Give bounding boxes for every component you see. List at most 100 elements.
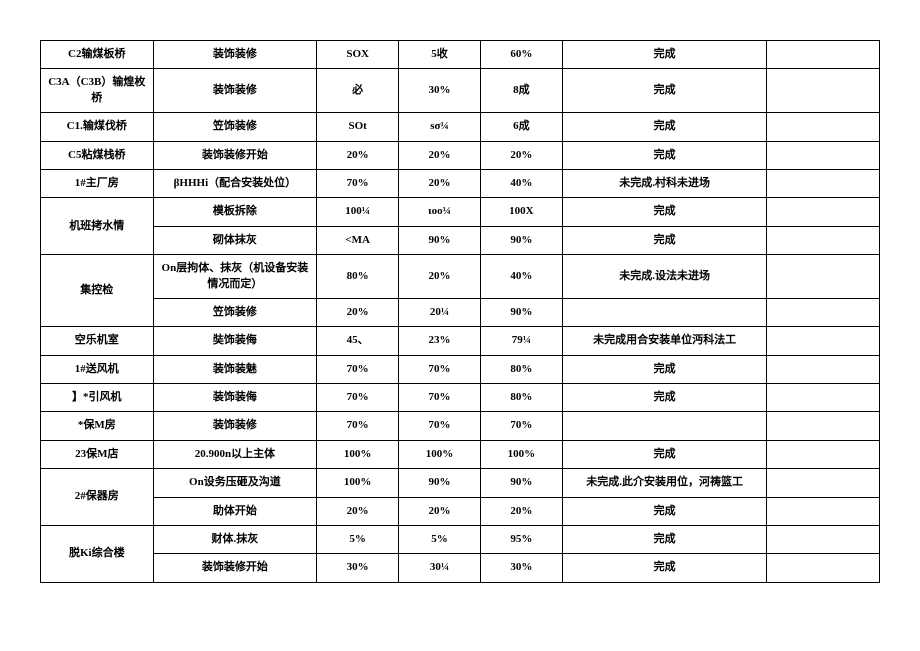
- table-row: 助体开始20%20%20%完成: [41, 497, 880, 525]
- cell-c4: 60%: [480, 41, 562, 69]
- cell-c3: 30%: [399, 69, 481, 113]
- cell-c4: 80%: [480, 384, 562, 412]
- table-row: 】*引风机装饰装侮70%70%80%完成: [41, 384, 880, 412]
- cell-c2: 45、: [317, 327, 399, 355]
- cell-c4: 100X: [480, 198, 562, 226]
- cell-c5: 未完成.村科未进场: [562, 169, 767, 197]
- cell-c1: 财体.抹灰: [153, 526, 317, 554]
- cell-c3: 20%: [399, 141, 481, 169]
- construction-progress-table: C2输煤板桥装饰装修SOX5收60%完成C3A（C3B）输煌枚桥装饰装修必30%…: [40, 40, 880, 583]
- cell-c5: 完成: [562, 141, 767, 169]
- cell-item: 空乐机室: [41, 327, 154, 355]
- cell-c6: [767, 255, 880, 299]
- cell-c2: SOX: [317, 41, 399, 69]
- cell-c4: 70%: [480, 412, 562, 440]
- cell-c4: 100%: [480, 440, 562, 468]
- cell-c2: 30%: [317, 554, 399, 582]
- cell-c6: [767, 355, 880, 383]
- cell-c3: 30¼: [399, 554, 481, 582]
- cell-c6: [767, 69, 880, 113]
- cell-c5: 完成: [562, 355, 767, 383]
- cell-c6: [767, 440, 880, 468]
- cell-item: C2输煤板桥: [41, 41, 154, 69]
- table-row: 机班拷水情模板拆除100¼ιoo¼100X完成: [41, 198, 880, 226]
- cell-c5: 完成: [562, 384, 767, 412]
- cell-c1: 装饰装修: [153, 69, 317, 113]
- cell-c5: 未完成用合安装单位沔科法工: [562, 327, 767, 355]
- cell-item: 】*引风机: [41, 384, 154, 412]
- cell-c6: [767, 384, 880, 412]
- cell-c6: [767, 469, 880, 497]
- cell-c4: 95%: [480, 526, 562, 554]
- table-row: C3A（C3B）输煌枚桥装饰装修必30%8成完成: [41, 69, 880, 113]
- table-row: 集控检On层拘体、抹灰（机设备安装情况而定）80%20%40%未完成.设法未进场: [41, 255, 880, 299]
- cell-item: 1#主厂房: [41, 169, 154, 197]
- cell-c3: ιoo¼: [399, 198, 481, 226]
- table-row: 笠饰装修20%20¼90%: [41, 298, 880, 326]
- cell-c3: 5收: [399, 41, 481, 69]
- table-row: 装饰装修开始30%30¼30%完成: [41, 554, 880, 582]
- table-row: *保M房装饰装修70%70%70%: [41, 412, 880, 440]
- cell-item: 集控检: [41, 255, 154, 327]
- cell-c5: 完成: [562, 497, 767, 525]
- cell-c2: 80%: [317, 255, 399, 299]
- cell-c3: 70%: [399, 355, 481, 383]
- cell-item: 23保M店: [41, 440, 154, 468]
- cell-c1: 装饰装修: [153, 412, 317, 440]
- cell-item: 1#送风机: [41, 355, 154, 383]
- cell-c6: [767, 327, 880, 355]
- cell-c5: 完成: [562, 113, 767, 141]
- cell-c2: 5%: [317, 526, 399, 554]
- cell-c4: 20%: [480, 141, 562, 169]
- cell-item: C1.输煤伐桥: [41, 113, 154, 141]
- cell-c1: 装饰装魅: [153, 355, 317, 383]
- cell-c1: 助体开始: [153, 497, 317, 525]
- cell-c3: 20%: [399, 497, 481, 525]
- cell-c6: [767, 526, 880, 554]
- cell-c6: [767, 226, 880, 254]
- cell-c6: [767, 41, 880, 69]
- cell-c6: [767, 554, 880, 582]
- cell-c6: [767, 198, 880, 226]
- cell-c3: 100%: [399, 440, 481, 468]
- cell-c5: 完成: [562, 41, 767, 69]
- cell-c3: 70%: [399, 412, 481, 440]
- cell-c2: 100%: [317, 469, 399, 497]
- cell-item: 机班拷水情: [41, 198, 154, 255]
- cell-c5: [562, 298, 767, 326]
- table-row: 1#送风机装饰装魅70%70%80%完成: [41, 355, 880, 383]
- cell-c1: 装饰装侮: [153, 384, 317, 412]
- table-row: 空乐机室奘饰装侮45、23%79¼未完成用合安装单位沔科法工: [41, 327, 880, 355]
- table-row: 23保M店20.900n以上主体100%100%100%完成: [41, 440, 880, 468]
- cell-c6: [767, 141, 880, 169]
- cell-c2: 100¼: [317, 198, 399, 226]
- cell-c3: 70%: [399, 384, 481, 412]
- cell-c1: 装饰装修开始: [153, 554, 317, 582]
- cell-item: 脱Ki综合楼: [41, 526, 154, 583]
- cell-c2: 70%: [317, 355, 399, 383]
- cell-c6: [767, 298, 880, 326]
- cell-c3: 5%: [399, 526, 481, 554]
- cell-c2: <MA: [317, 226, 399, 254]
- cell-c1: 装饰装修: [153, 41, 317, 69]
- table-row: C5粘煤栈桥装饰装修开始20%20%20%完成: [41, 141, 880, 169]
- cell-c4: 80%: [480, 355, 562, 383]
- cell-c4: 30%: [480, 554, 562, 582]
- cell-c4: 90%: [480, 226, 562, 254]
- table-row: 砌体抹灰<MA90%90%完成: [41, 226, 880, 254]
- cell-c5: 完成: [562, 226, 767, 254]
- cell-c6: [767, 113, 880, 141]
- cell-c4: 90%: [480, 298, 562, 326]
- cell-c4: 90%: [480, 469, 562, 497]
- cell-c1: On层拘体、抹灰（机设备安装情况而定）: [153, 255, 317, 299]
- cell-c2: 70%: [317, 384, 399, 412]
- cell-c3: 23%: [399, 327, 481, 355]
- cell-item: *保M房: [41, 412, 154, 440]
- cell-c5: 完成: [562, 554, 767, 582]
- cell-c2: 20%: [317, 141, 399, 169]
- cell-c1: 砌体抹灰: [153, 226, 317, 254]
- cell-c1: 奘饰装侮: [153, 327, 317, 355]
- cell-c4: 79¼: [480, 327, 562, 355]
- cell-c5: 完成: [562, 198, 767, 226]
- cell-c6: [767, 497, 880, 525]
